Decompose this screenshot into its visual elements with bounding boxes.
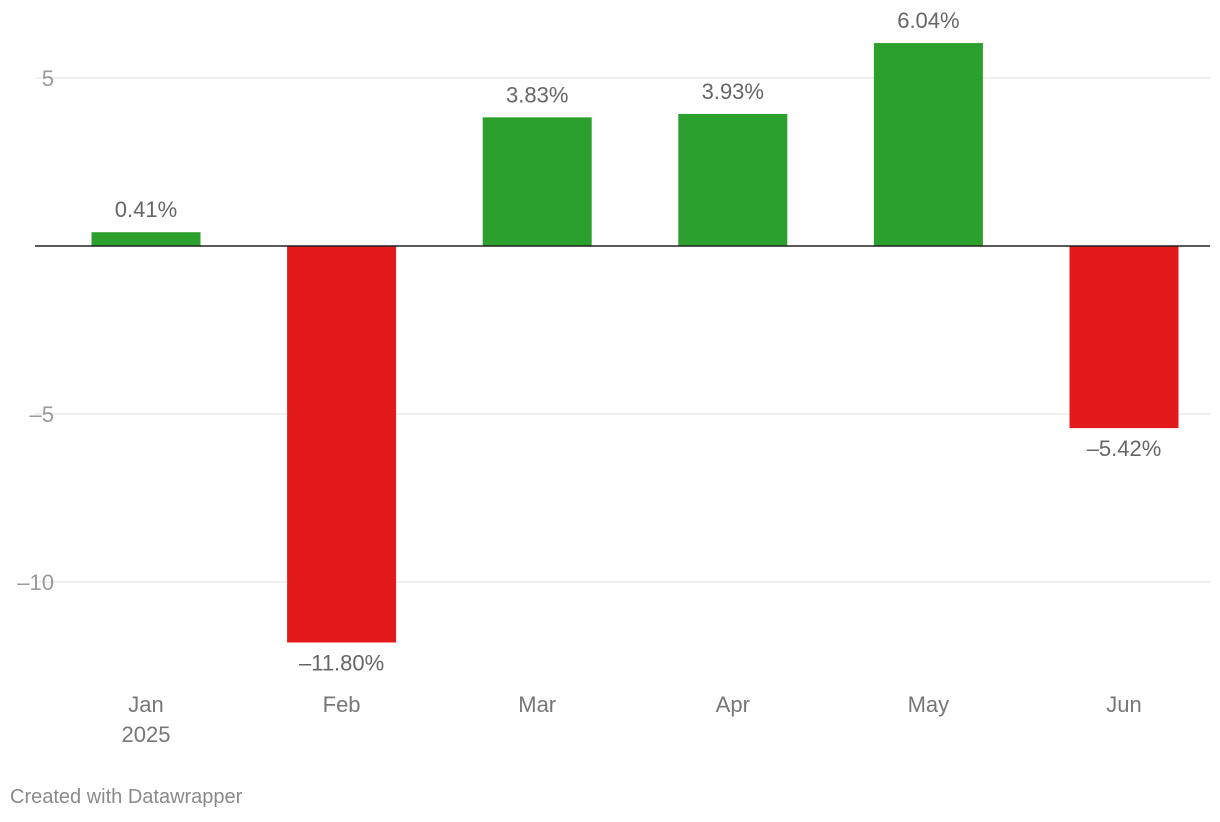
bar-jan bbox=[91, 232, 201, 246]
data-label: –5.42% bbox=[1087, 436, 1162, 461]
data-label: 3.93% bbox=[702, 79, 764, 104]
x-tick-label: Jun bbox=[1106, 692, 1141, 717]
y-tick-label: 5 bbox=[42, 66, 54, 91]
credit-text: Created with Datawrapper bbox=[10, 786, 243, 808]
x-tick-label: May bbox=[908, 692, 950, 717]
bar-feb bbox=[287, 246, 397, 643]
bar-apr bbox=[678, 113, 788, 247]
bar-jun bbox=[1069, 246, 1179, 429]
y-tick-label: –10 bbox=[17, 570, 54, 595]
x-tick-label: Mar bbox=[518, 692, 556, 717]
data-label: –11.80% bbox=[299, 650, 384, 675]
x-tick-label: Feb bbox=[323, 692, 361, 717]
y-tick-label: –5 bbox=[30, 402, 54, 427]
data-label: 0.41% bbox=[115, 197, 177, 222]
data-label: 3.83% bbox=[506, 82, 568, 107]
x-tick-sublabel: 2025 bbox=[122, 722, 171, 747]
x-tick-label: Apr bbox=[716, 692, 750, 717]
x-tick-label: Jan bbox=[128, 692, 163, 717]
bar-mar bbox=[482, 117, 592, 246]
bar-may bbox=[873, 43, 983, 246]
data-label: 6.04% bbox=[897, 8, 959, 33]
